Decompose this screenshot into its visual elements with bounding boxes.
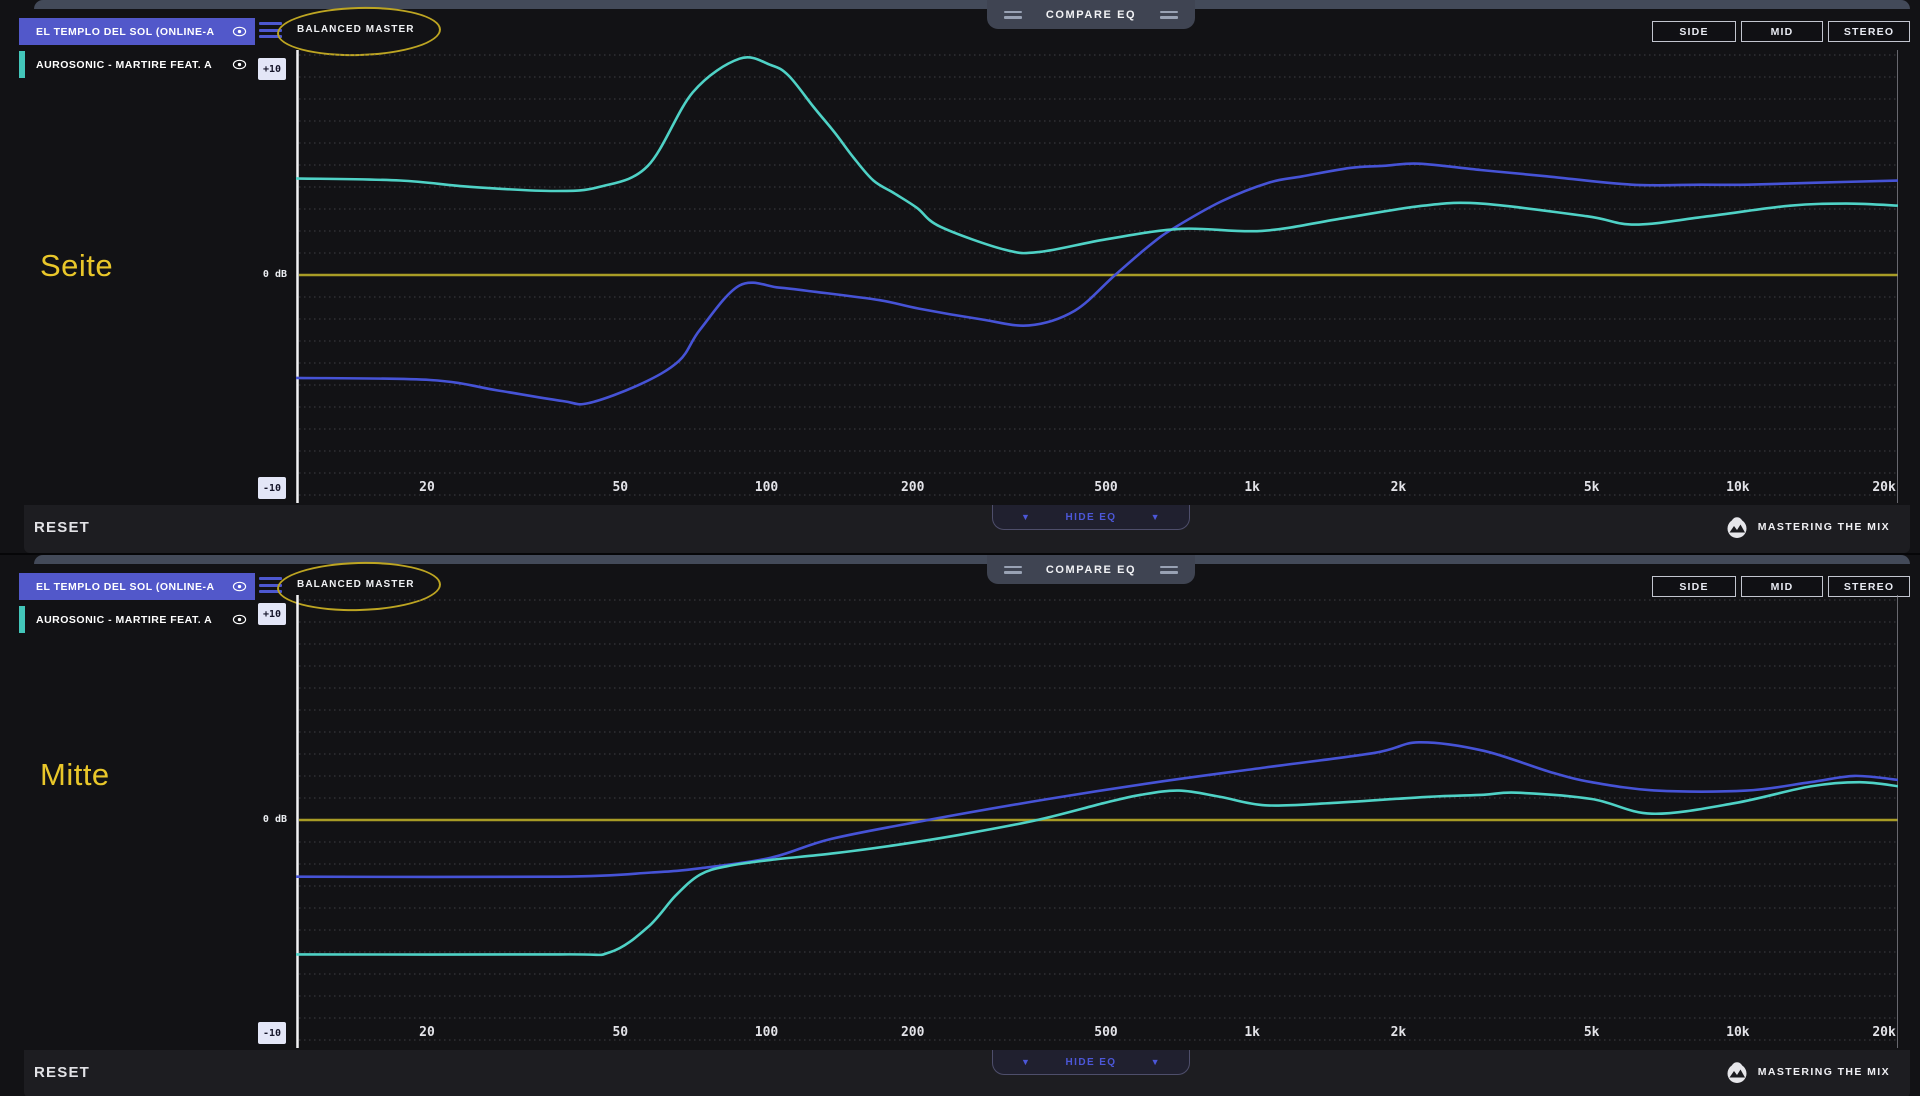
y-axis-minus10-label: -10 — [258, 1022, 286, 1044]
y-axis-minus10-label: -10 — [258, 477, 286, 499]
mid-button[interactable]: MID — [1741, 21, 1823, 42]
handle-bars-icon — [1160, 10, 1179, 19]
hide-eq-button[interactable]: ▼ HIDE EQ ▼ — [992, 1050, 1190, 1075]
eq-curve-plot[interactable]: 20 50 100 200 500 1k 2k 5k 10k 20k — [296, 50, 1898, 503]
compare-eq-button[interactable]: COMPARE EQ — [987, 555, 1195, 584]
svg-text:100: 100 — [755, 1025, 779, 1040]
track-label: AUROSONIC - MARTIRE FEAT. A — [36, 58, 213, 71]
handle-bars-icon — [1003, 10, 1022, 19]
channel-button-group: SIDE MID STEREO — [1652, 21, 1910, 42]
svg-text:200: 200 — [901, 480, 925, 495]
y-axis-zero-db-label: 0 dB — [262, 814, 287, 825]
channel-button-group: SIDE MID STEREO — [1652, 576, 1910, 597]
svg-text:20k: 20k — [1872, 480, 1896, 495]
preset-name[interactable]: BALANCED MASTER — [297, 579, 415, 590]
bottom-bar: RESET MASTERING THE MIX — [24, 1050, 1910, 1096]
track-color-tag — [19, 606, 25, 633]
y-axis-zero-db-label: 0 dB — [262, 269, 287, 280]
track-label: EL TEMPLO DEL SOL (ONLINE-A — [36, 25, 215, 38]
handle-bars-icon — [1160, 565, 1179, 574]
compare-eq-label: COMPARE EQ — [1045, 563, 1137, 576]
menu-icon[interactable] — [259, 577, 282, 593]
svg-text:200: 200 — [901, 1025, 925, 1040]
y-axis-plus10-label: +10 — [258, 603, 286, 625]
brand-lockup: MASTERING THE MIX — [1725, 515, 1890, 539]
svg-text:5k: 5k — [1584, 1025, 1600, 1040]
compare-eq-button[interactable]: COMPARE EQ — [987, 0, 1195, 29]
eye-visibility-icon[interactable] — [232, 26, 247, 37]
hide-eq-label: HIDE EQ — [1065, 511, 1117, 523]
y-axis-plus10-label: +10 — [258, 58, 286, 80]
mid-button[interactable]: MID — [1741, 576, 1823, 597]
track-item-selected[interactable]: EL TEMPLO DEL SOL (ONLINE-A — [19, 18, 255, 45]
track-item-selected[interactable]: EL TEMPLO DEL SOL (ONLINE-A — [19, 573, 255, 600]
hide-eq-label: HIDE EQ — [1065, 1056, 1117, 1068]
reset-button[interactable]: RESET — [34, 1064, 91, 1081]
brand-lockup: MASTERING THE MIX — [1725, 1060, 1890, 1084]
svg-text:2k: 2k — [1391, 480, 1407, 495]
svg-text:50: 50 — [612, 1025, 628, 1040]
triangle-down-icon: ▼ — [1021, 1057, 1032, 1067]
hide-eq-button[interactable]: ▼ HIDE EQ ▼ — [992, 505, 1190, 530]
mastering-the-mix-logo-icon — [1727, 1062, 1747, 1083]
mastering-the-mix-logo-icon — [1727, 517, 1747, 538]
window-top-bar — [34, 555, 1910, 564]
triangle-down-icon: ▼ — [1150, 512, 1161, 522]
reset-button[interactable]: RESET — [34, 519, 91, 536]
annotation-text-seite: Seite — [40, 248, 114, 283]
side-button[interactable]: SIDE — [1652, 576, 1736, 597]
svg-text:2k: 2k — [1391, 1025, 1407, 1040]
triangle-down-icon: ▼ — [1021, 512, 1032, 522]
eye-visibility-icon[interactable] — [232, 581, 247, 592]
handle-bars-icon — [1003, 565, 1022, 574]
track-label: AUROSONIC - MARTIRE FEAT. A — [36, 613, 213, 626]
track-label: EL TEMPLO DEL SOL (ONLINE-A — [36, 580, 215, 593]
eye-visibility-icon[interactable] — [232, 59, 247, 70]
menu-icon[interactable] — [259, 22, 282, 38]
eq-compare-window-mid: COMPARE EQ SIDE MID STEREO EL TEMPLO DEL… — [0, 553, 1920, 1096]
side-button[interactable]: SIDE — [1652, 21, 1736, 42]
svg-text:100: 100 — [755, 480, 779, 495]
bottom-bar: RESET MASTERING THE MIX — [24, 505, 1910, 553]
annotation-text-mitte: Mitte — [40, 757, 110, 792]
window-top-bar — [34, 0, 1910, 9]
preset-name[interactable]: BALANCED MASTER — [297, 24, 415, 35]
eye-visibility-icon[interactable] — [232, 614, 247, 625]
svg-text:50: 50 — [612, 480, 628, 495]
eq-compare-window-side: COMPARE EQ SIDE MID STEREO EL TEMPLO DEL… — [0, 0, 1920, 553]
triangle-down-icon: ▼ — [1150, 1057, 1161, 1067]
svg-text:20k: 20k — [1872, 1025, 1896, 1040]
svg-text:1k: 1k — [1244, 1025, 1260, 1040]
eq-curve-plot[interactable]: 20 50 100 200 500 1k 2k 5k 10k 20k — [296, 595, 1898, 1048]
svg-text:10k: 10k — [1726, 1025, 1750, 1040]
compare-eq-label: COMPARE EQ — [1045, 8, 1137, 21]
svg-text:10k: 10k — [1726, 480, 1750, 495]
svg-text:1k: 1k — [1244, 480, 1260, 495]
track-item[interactable]: AUROSONIC - MARTIRE FEAT. A — [19, 606, 255, 633]
stereo-button[interactable]: STEREO — [1828, 21, 1910, 42]
stereo-button[interactable]: STEREO — [1828, 576, 1910, 597]
svg-text:5k: 5k — [1584, 480, 1600, 495]
svg-text:20: 20 — [419, 480, 435, 495]
track-color-tag — [19, 51, 25, 78]
brand-text: MASTERING THE MIX — [1757, 1066, 1890, 1078]
track-item[interactable]: AUROSONIC - MARTIRE FEAT. A — [19, 51, 255, 78]
brand-text: MASTERING THE MIX — [1757, 521, 1890, 533]
svg-text:20: 20 — [419, 1025, 435, 1040]
svg-text:500: 500 — [1094, 480, 1118, 495]
svg-text:500: 500 — [1094, 1025, 1118, 1040]
